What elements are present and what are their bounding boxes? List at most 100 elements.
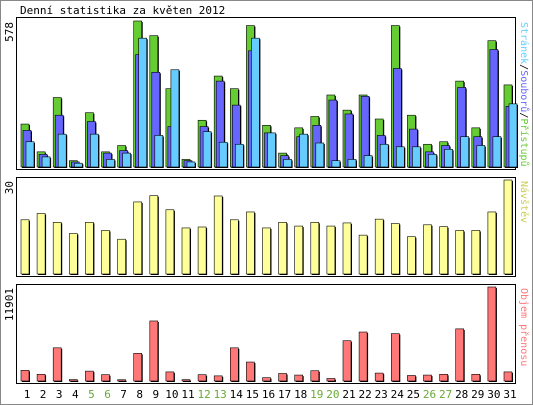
visits-bar (326, 225, 336, 275)
pages-bar (74, 162, 83, 168)
legend-hits: Přístupů (518, 118, 530, 166)
x-tick-label: 30 (487, 388, 500, 401)
hits-bars (20, 20, 518, 169)
kbytes-legend: Objem přenosu (518, 288, 530, 366)
hits-legend: Stránek/Souborů/Přístupů (518, 22, 530, 167)
pages-bar (218, 141, 228, 168)
visits-bar (342, 222, 352, 275)
x-tick-label: 21 (342, 388, 355, 401)
kbytes-bar (310, 370, 320, 382)
kbytes-bar (36, 373, 46, 382)
pages-bar (138, 37, 147, 168)
visits-bar (310, 222, 320, 275)
kbytes-bar (503, 371, 513, 382)
kbytes-bar (374, 372, 384, 382)
kbytes-bar (423, 374, 432, 382)
pages-bar (122, 152, 131, 168)
pages-bar (235, 143, 244, 168)
pages-bar (106, 159, 115, 168)
kbytes-bar (407, 375, 416, 382)
kbytes-bar (52, 347, 62, 382)
x-tick-label: 9 (152, 388, 159, 401)
pages-bar (347, 159, 357, 168)
x-tick-label: 27 (439, 388, 452, 401)
pages-bar (476, 145, 486, 168)
x-tick-label: 13 (214, 388, 227, 401)
x-tick-label: 1 (24, 388, 31, 401)
kbytes-bar (133, 353, 142, 382)
kbytes-bar (294, 374, 304, 382)
pages-bar (395, 146, 405, 168)
x-tick-label: 2 (40, 388, 47, 401)
kbytes-bar (246, 361, 255, 382)
pages-bar (283, 159, 292, 168)
kbytes-bar (149, 320, 159, 382)
kbytes-bar-shadow (118, 380, 127, 382)
pages-bar (460, 136, 470, 168)
kbytes-bar (230, 347, 239, 382)
kbytes-bar (69, 379, 78, 382)
x-tick-label: 7 (120, 388, 127, 401)
visits-bar (197, 226, 207, 275)
kbytes-bar (165, 371, 175, 382)
pages-bar (251, 37, 260, 168)
x-axis-day-labels: 1 2 3 4 5 6 7 8 9 10 11 12 13 14 15 16 17 18 19 20 21 22 23 24 2… (24, 388, 517, 401)
pages-bar (428, 154, 437, 168)
x-tick-label: 23 (375, 388, 388, 401)
visits-bar (230, 219, 239, 275)
x-tick-label: 29 (471, 388, 484, 401)
visits-bar (455, 230, 465, 275)
visits-bar (213, 195, 223, 275)
visits-bar (407, 236, 416, 275)
visits-bar (374, 218, 384, 275)
x-tick-label: 18 (294, 388, 307, 401)
kbytes-bar (342, 340, 352, 382)
pages-bar (57, 133, 67, 168)
visits-bars (20, 179, 513, 275)
pages-bar (379, 143, 389, 168)
legend-separator: / (518, 112, 529, 118)
x-tick-label: 4 (72, 388, 79, 401)
kbytes-bar (85, 370, 94, 382)
kbytes-bar (471, 373, 481, 382)
x-tick-label: 14 (230, 388, 244, 401)
kbytes-bar (358, 331, 368, 382)
x-tick-label: 17 (278, 388, 291, 401)
x-tick-label: 26 (423, 388, 436, 401)
x-tick-label: 22 (358, 388, 371, 401)
legend-separator: / (518, 64, 529, 70)
x-tick-label: 31 (503, 388, 516, 401)
pages-bar (492, 136, 502, 168)
x-tick-label: 24 (391, 388, 405, 401)
kbytes-bar (197, 374, 207, 382)
visits-bar (487, 211, 497, 275)
visits-bar (278, 222, 287, 275)
visits-bar (423, 224, 432, 275)
visits-bar (69, 233, 78, 275)
pages-bar (331, 160, 341, 168)
visits-bar (294, 225, 304, 275)
pages-bar (202, 131, 212, 168)
x-tick-label: 8 (136, 388, 143, 401)
legend-files: Souborů (518, 70, 530, 112)
files-bar (328, 99, 338, 168)
visits-bar (36, 213, 46, 275)
visits-bar (246, 211, 255, 275)
kbytes-bar (326, 378, 336, 382)
kbytes-ymax-label: 11901 (3, 288, 16, 321)
kbytes-bar (262, 377, 271, 382)
kbytes-bars (20, 286, 513, 382)
visits-bar (149, 195, 159, 275)
visits-bar (358, 234, 368, 275)
kbytes-bar (487, 286, 497, 382)
x-tick-label: 15 (246, 388, 259, 401)
kbytes-panel-frame (16, 284, 516, 384)
visits-bar (165, 209, 175, 275)
visits-ymax-label: 30 (3, 181, 16, 194)
chart-title: Denní statistika za květen 2012 (20, 4, 225, 17)
legend-pages: Stránek (518, 22, 530, 64)
pages-bar (363, 155, 373, 168)
pages-bar (186, 161, 196, 168)
x-tick-label: 5 (88, 388, 95, 401)
x-tick-label: 25 (407, 388, 420, 401)
